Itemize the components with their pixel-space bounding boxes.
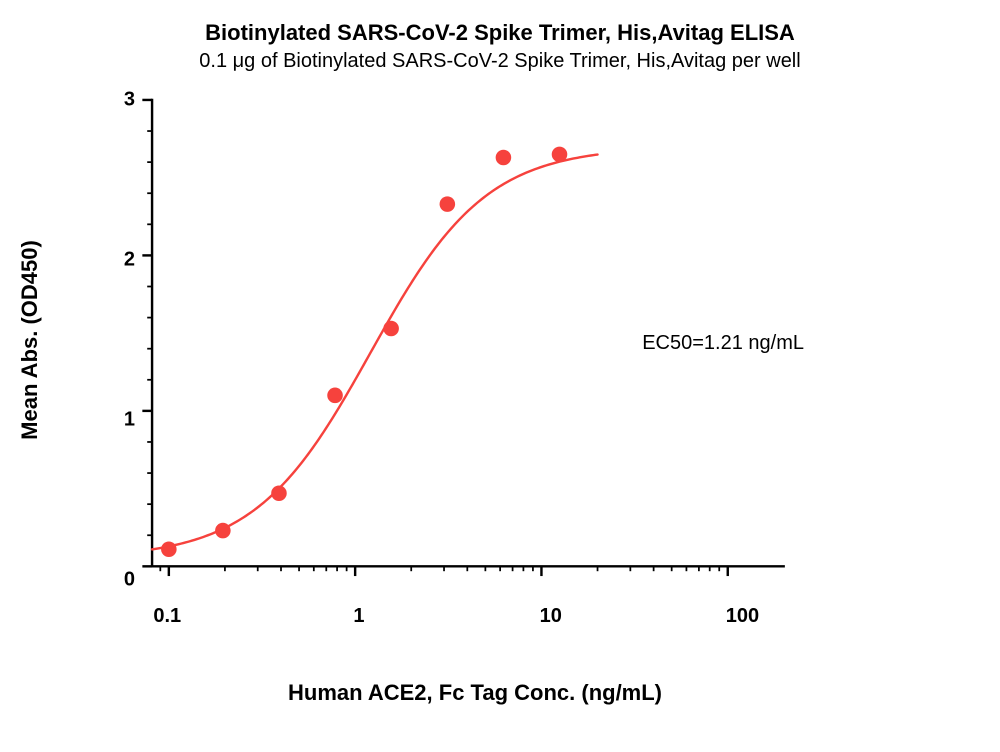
x-tick-label: 100 — [726, 605, 759, 628]
chart-container: Biotinylated SARS-CoV-2 Spike Trimer, Hi… — [0, 0, 1000, 752]
y-axis-label: Mean Abs. (OD450) — [17, 240, 43, 440]
chart-title: Biotinylated SARS-CoV-2 Spike Trimer, Hi… — [0, 20, 1000, 46]
x-tick-label: 1 — [353, 605, 364, 628]
x-tick-label: 10 — [540, 605, 562, 628]
x-tick-label: 0.1 — [153, 605, 181, 628]
y-tick-label: 1 — [124, 409, 135, 432]
chart-subtitle: 0.1 μg of Biotinylated SARS-CoV-2 Spike … — [0, 50, 1000, 73]
title-block: Biotinylated SARS-CoV-2 Spike Trimer, Hi… — [0, 20, 1000, 73]
y-tick-label: 3 — [124, 89, 135, 112]
y-tick-label: 2 — [124, 249, 135, 272]
plot-svg — [138, 98, 788, 578]
y-tick-label: 0 — [124, 569, 135, 592]
x-axis-label: Human ACE2, Fc Tag Conc. (ng/mL) — [288, 680, 662, 706]
